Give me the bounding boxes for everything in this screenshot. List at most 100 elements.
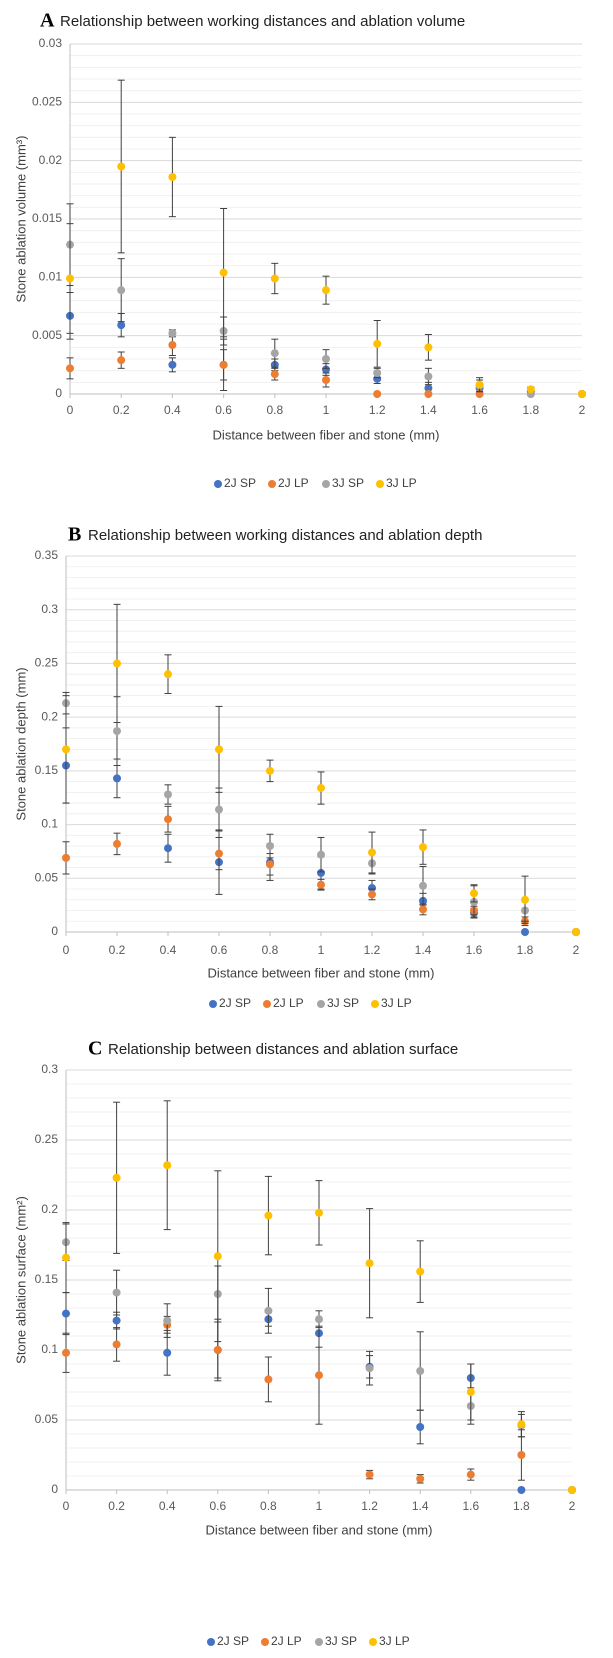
data-point bbox=[416, 1423, 424, 1431]
data-point bbox=[164, 815, 172, 823]
y-tick-label: 0.35 bbox=[35, 548, 59, 562]
data-point bbox=[271, 370, 279, 378]
chart-title: Relationship between distances and ablat… bbox=[108, 1041, 458, 1058]
legend-marker bbox=[322, 480, 330, 488]
x-tick-label: 1.8 bbox=[513, 1499, 530, 1513]
x-tick-label: 1.2 bbox=[361, 1499, 378, 1513]
data-point bbox=[419, 882, 427, 890]
legend-label: 2J SP bbox=[224, 476, 256, 490]
y-axis-label: Stone ablation volume (mm³) bbox=[13, 136, 28, 303]
legend-marker bbox=[214, 480, 222, 488]
y-tick-label: 0.01 bbox=[39, 270, 63, 284]
data-point bbox=[322, 286, 330, 294]
x-tick-label: 1.8 bbox=[522, 403, 539, 417]
panel-letter: B bbox=[68, 524, 81, 546]
legend-label: 3J SP bbox=[327, 996, 359, 1010]
data-point bbox=[527, 385, 535, 393]
legend-marker bbox=[371, 1000, 379, 1008]
x-tick-label: 0.6 bbox=[215, 403, 232, 417]
y-tick-label: 0.025 bbox=[32, 95, 62, 109]
data-point bbox=[117, 356, 125, 364]
legend-label: 3J LP bbox=[386, 476, 417, 490]
data-point bbox=[117, 286, 125, 294]
data-point bbox=[517, 1451, 525, 1459]
x-tick-label: 0.8 bbox=[260, 1499, 277, 1513]
chart-panel-b: B Relationship between working distances … bbox=[13, 524, 580, 1011]
data-point bbox=[66, 364, 74, 372]
y-tick-label: 0.15 bbox=[35, 763, 59, 777]
legend: 2J SP 2J LP 3J SP 3J LP bbox=[207, 1634, 410, 1648]
data-point bbox=[317, 851, 325, 859]
series-3j-lp bbox=[62, 1101, 576, 1494]
data-point bbox=[368, 849, 376, 857]
data-point bbox=[373, 369, 381, 377]
legend-label: 2J SP bbox=[217, 1634, 249, 1648]
data-point bbox=[66, 275, 74, 283]
x-axis-label: Distance between fiber and stone (mm) bbox=[206, 1522, 433, 1537]
data-point bbox=[517, 1486, 525, 1494]
legend-marker bbox=[268, 480, 276, 488]
data-point bbox=[572, 928, 580, 936]
data-point bbox=[113, 774, 121, 782]
x-tick-label: 2 bbox=[579, 403, 586, 417]
data-point bbox=[168, 329, 176, 337]
legend: 2J SP 2J LP 3J SP 3J LP bbox=[209, 996, 412, 1010]
panel-letter: C bbox=[88, 1038, 102, 1060]
y-tick-label: 0.2 bbox=[41, 709, 58, 723]
legend-marker bbox=[315, 1638, 323, 1646]
data-point bbox=[163, 1317, 171, 1325]
x-tick-label: 0.4 bbox=[164, 403, 181, 417]
data-point bbox=[568, 1486, 576, 1494]
data-point bbox=[521, 896, 529, 904]
data-point bbox=[578, 390, 586, 398]
y-tick-label: 0.2 bbox=[41, 1202, 58, 1216]
legend-label: 2J SP bbox=[219, 996, 251, 1010]
data-point bbox=[220, 269, 228, 277]
data-point bbox=[164, 790, 172, 798]
data-point bbox=[315, 1371, 323, 1379]
x-tick-label: 2 bbox=[569, 1499, 576, 1513]
x-tick-label: 1.8 bbox=[517, 943, 534, 957]
data-point bbox=[62, 1349, 70, 1357]
data-point bbox=[416, 1367, 424, 1375]
y-tick-label: 0.3 bbox=[41, 602, 58, 616]
x-tick-label: 1 bbox=[323, 403, 330, 417]
data-point bbox=[266, 860, 274, 868]
x-axis-label: Distance between fiber and stone (mm) bbox=[213, 427, 440, 442]
x-tick-label: 0.6 bbox=[211, 943, 228, 957]
series-2j-lp bbox=[62, 1316, 576, 1494]
data-point bbox=[419, 905, 427, 913]
data-point bbox=[113, 1340, 121, 1348]
data-point bbox=[168, 341, 176, 349]
data-point bbox=[113, 1289, 121, 1297]
data-point bbox=[322, 355, 330, 363]
y-axis-label: Stone ablation surface (mm²) bbox=[13, 1196, 28, 1364]
data-point bbox=[467, 1471, 475, 1479]
legend-label: 3J SP bbox=[325, 1634, 357, 1648]
legend-label: 3J LP bbox=[381, 996, 412, 1010]
x-tick-label: 1.4 bbox=[412, 1499, 429, 1513]
data-point bbox=[264, 1375, 272, 1383]
x-tick-label: 0.2 bbox=[113, 403, 130, 417]
y-tick-label: 0.05 bbox=[35, 870, 59, 884]
data-point bbox=[424, 373, 432, 381]
data-point bbox=[117, 163, 125, 171]
data-point bbox=[322, 376, 330, 384]
x-tick-label: 1.2 bbox=[364, 943, 381, 957]
x-tick-label: 0.4 bbox=[159, 1499, 176, 1513]
x-tick-label: 0.2 bbox=[108, 1499, 125, 1513]
x-tick-label: 0 bbox=[63, 1499, 70, 1513]
data-point bbox=[517, 1420, 525, 1428]
data-point bbox=[113, 659, 121, 667]
data-point bbox=[424, 343, 432, 351]
data-point bbox=[113, 1174, 121, 1182]
y-tick-label: 0.25 bbox=[35, 1132, 59, 1146]
data-point bbox=[521, 928, 529, 936]
y-tick-label: 0 bbox=[51, 1482, 58, 1496]
legend-marker bbox=[209, 1000, 217, 1008]
legend-marker bbox=[261, 1638, 269, 1646]
x-tick-label: 1 bbox=[318, 943, 325, 957]
data-point bbox=[215, 745, 223, 753]
data-point bbox=[467, 1388, 475, 1396]
